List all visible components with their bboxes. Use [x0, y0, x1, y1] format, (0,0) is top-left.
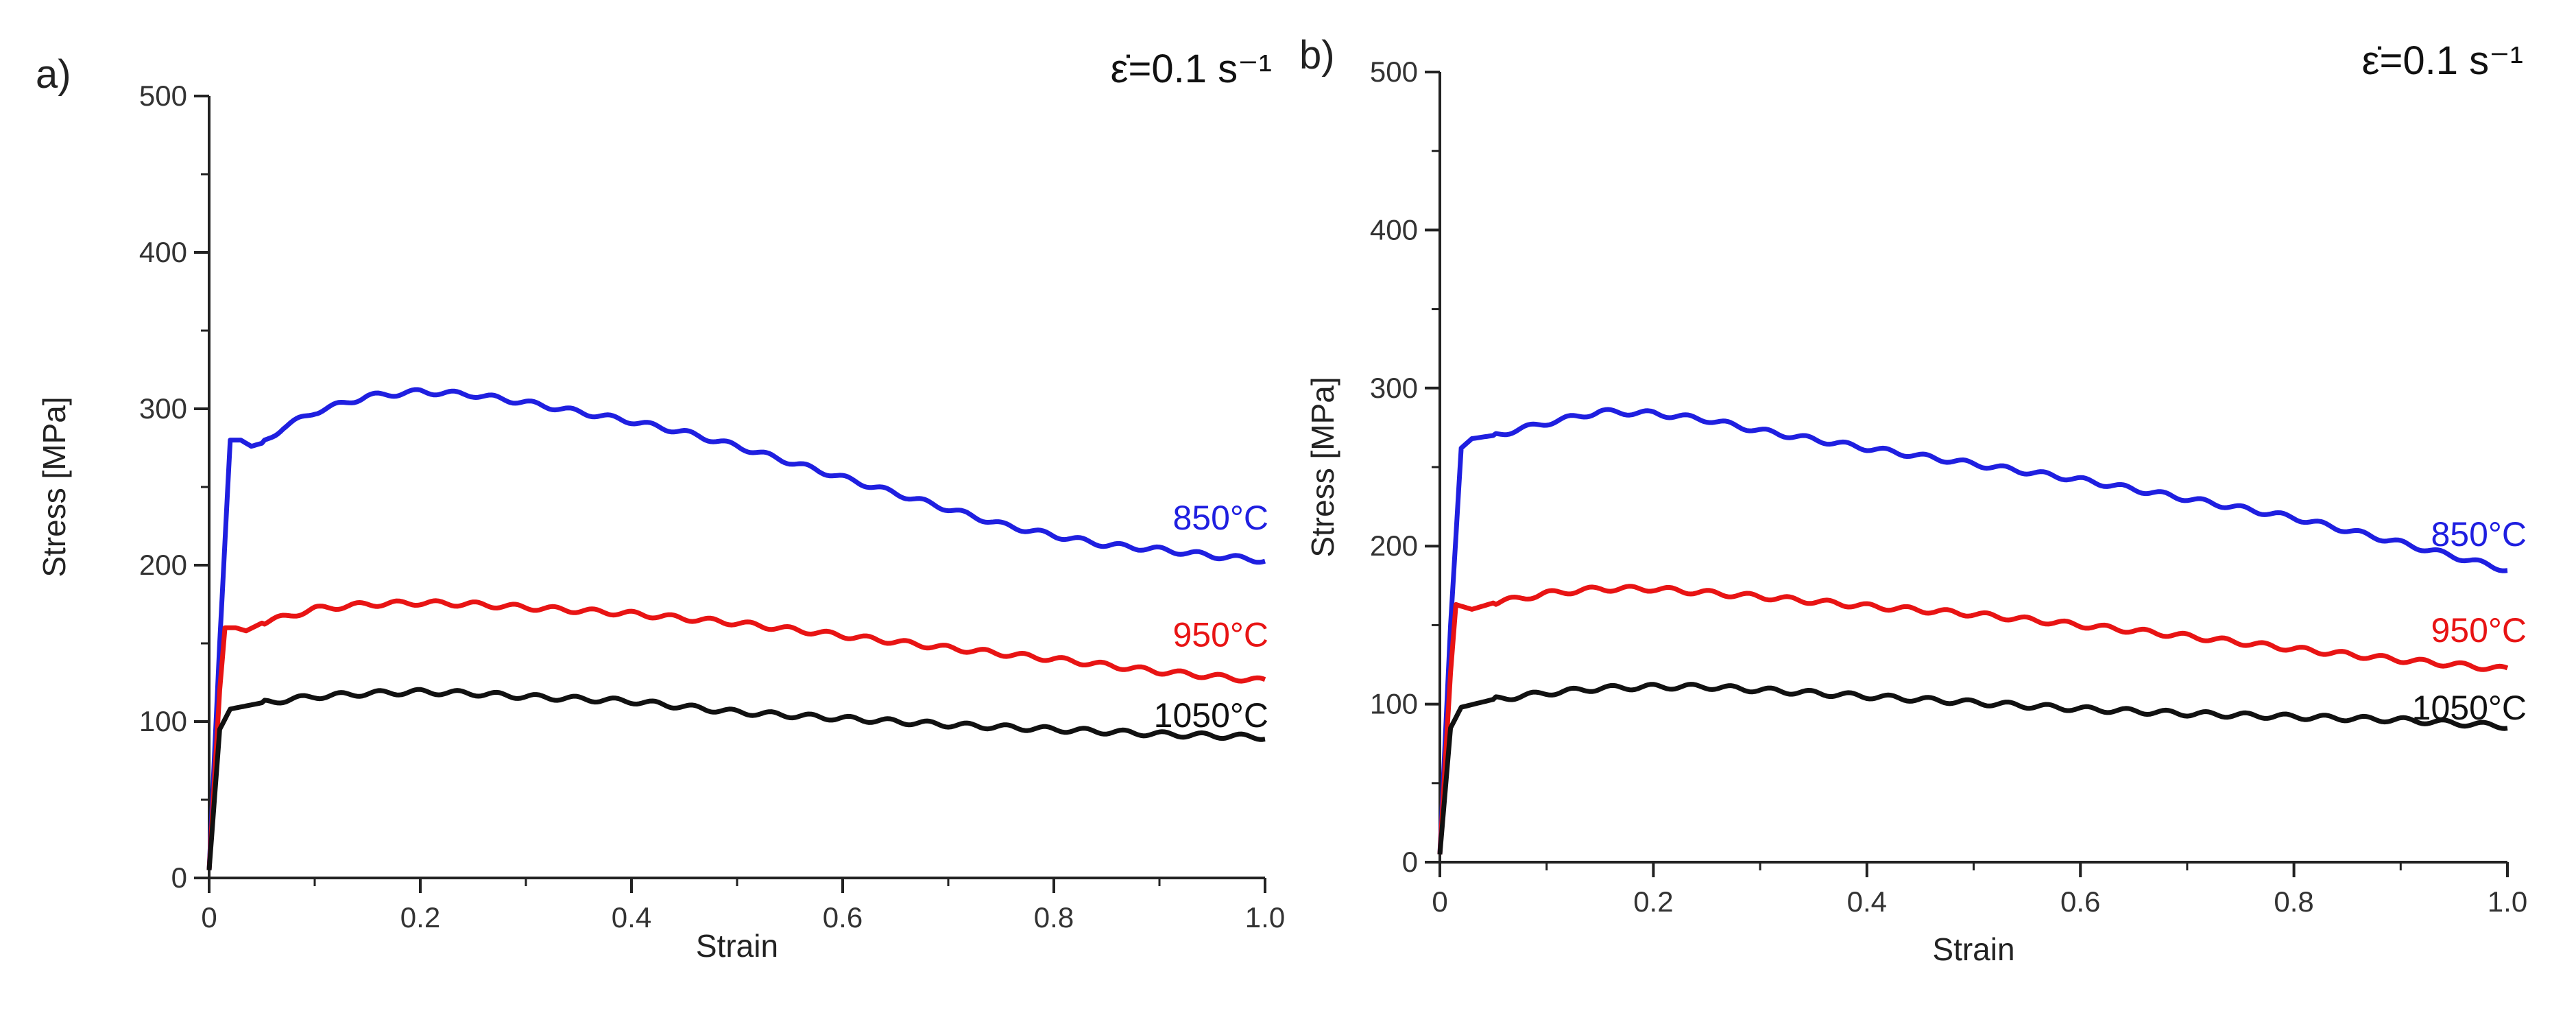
- x-tick-label: 1.0: [1245, 901, 1285, 933]
- panel-label: b): [1299, 33, 1335, 78]
- x-tick-label: 0.2: [1633, 885, 1673, 918]
- series-line-850C: [1437, 407, 2508, 855]
- y-tick-label: 0: [1402, 846, 1418, 878]
- y-axis-title: Stress [MPa]: [36, 396, 72, 577]
- series-label: 950°C: [1172, 616, 1268, 654]
- x-tick-label: 0.4: [612, 901, 651, 933]
- series-line-1050C: [206, 687, 1266, 870]
- series-line-1050C: [1437, 682, 2508, 855]
- x-axis-title: Strain: [1932, 931, 2014, 967]
- y-axis-title: Stress [MPa]: [1305, 377, 1340, 557]
- x-tick-label: 1.0: [2488, 885, 2527, 918]
- x-tick-label: 0: [1432, 885, 1447, 918]
- y-tick-label: 400: [139, 236, 187, 268]
- series-line-950C: [206, 598, 1266, 870]
- series-label: 1050°C: [2412, 689, 2527, 727]
- series-label: 1050°C: [1154, 696, 1268, 735]
- x-tick-label: 0.6: [823, 901, 863, 933]
- y-tick-label: 300: [1370, 372, 1418, 404]
- y-tick-label: 500: [139, 80, 187, 112]
- x-axis-title: Strain: [696, 928, 778, 964]
- series-label: 850°C: [2431, 515, 2527, 554]
- series-label: 850°C: [1172, 499, 1268, 537]
- panel-label: a): [36, 52, 71, 97]
- y-tick-label: 100: [139, 705, 187, 737]
- series-line-850C: [206, 387, 1266, 870]
- chart-panel-b: 0 0.2 0.4 0.6 0.8 1.0 0 100 200 300 400 500 Strain St…: [1299, 33, 2527, 967]
- series-label: 950°C: [2431, 611, 2527, 650]
- y-tick-label: 200: [139, 549, 187, 581]
- series-line-950C: [1437, 584, 2509, 855]
- strain-rate-label: ε̇=0.1 s⁻¹: [2362, 38, 2523, 83]
- y-tick-label: 300: [139, 392, 187, 425]
- y-tick-label: 200: [1370, 530, 1418, 562]
- y-tick-label: 400: [1370, 213, 1418, 246]
- x-tick-label: 0.4: [1847, 885, 1887, 918]
- x-tick-label: 0.6: [2060, 885, 2100, 918]
- x-tick-label: 0: [201, 901, 217, 933]
- strain-rate-label: ε̇=0.1 s⁻¹: [1111, 47, 1272, 91]
- chart-panel-a: 0 0.2 0.4 0.6 0.8 1.0 0 100 200 300 400 500 Strain St…: [36, 47, 1285, 964]
- y-tick-label: 500: [1370, 56, 1418, 88]
- y-tick-label: 100: [1370, 688, 1418, 720]
- x-tick-label: 0.8: [1034, 901, 1074, 933]
- x-tick-label: 0.2: [400, 901, 440, 933]
- x-tick-label: 0.8: [2274, 885, 2313, 918]
- y-tick-label: 0: [171, 861, 187, 894]
